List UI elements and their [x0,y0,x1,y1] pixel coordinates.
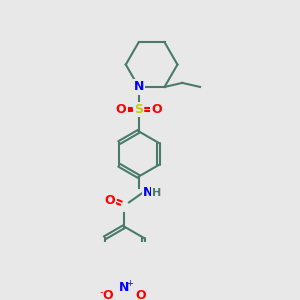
Text: N: N [143,186,154,199]
Text: N: N [119,281,129,294]
Text: N: N [134,80,144,93]
Text: O: O [135,290,146,300]
Text: +: + [126,279,133,288]
Text: S: S [134,103,143,116]
Text: -: - [100,287,103,297]
Text: O: O [104,194,115,207]
Text: H: H [152,188,161,198]
Text: O: O [103,290,113,300]
Text: O: O [116,103,126,116]
Text: O: O [151,103,162,116]
